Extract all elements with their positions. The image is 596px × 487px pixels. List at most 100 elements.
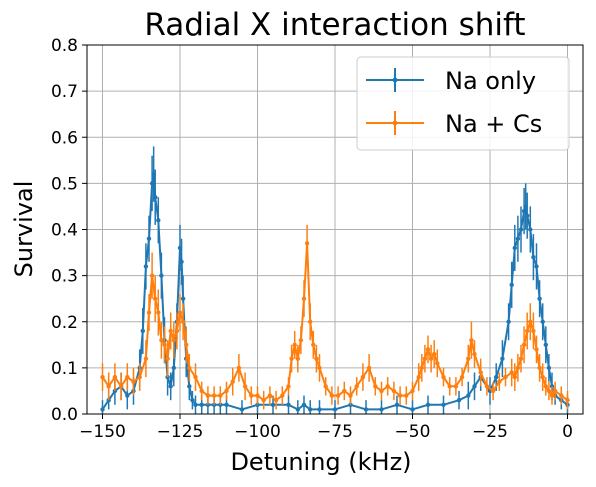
series-1-point-41 <box>298 338 304 343</box>
series-1-point-57 <box>379 388 384 394</box>
series-1-point-79 <box>490 388 496 394</box>
series-1-point-23 <box>199 388 204 394</box>
series-0-point-35 <box>286 402 291 407</box>
series-0-point-45 <box>410 407 415 412</box>
x-tick-label-2: −100 <box>234 422 281 442</box>
series-1-point-42 <box>301 296 307 301</box>
series-layer <box>100 146 570 414</box>
series-1-point-46 <box>314 356 319 361</box>
series-1-point-11 <box>156 310 161 315</box>
series-1-point-39 <box>292 342 297 348</box>
series-1-point-86 <box>521 342 527 348</box>
series-0-point-57 <box>512 245 517 251</box>
series-1-point-35 <box>273 397 279 403</box>
series-1-point-48 <box>323 384 328 389</box>
series-0-point-27 <box>199 402 204 407</box>
y-axis-label: Survival <box>10 181 38 278</box>
legend-marker-na-only <box>392 77 398 83</box>
series-0-point-60 <box>521 208 527 214</box>
series-1-point-93 <box>543 384 548 389</box>
series-1-point-59 <box>391 388 397 394</box>
series-0-point-26 <box>193 402 198 407</box>
series-1-point-82 <box>509 370 514 375</box>
series-0-point-10 <box>149 181 155 186</box>
series-1-point-44 <box>308 319 313 324</box>
x-tick-label-3: −75 <box>317 422 353 442</box>
series-1-point-74 <box>466 356 471 361</box>
series-1-point-52 <box>348 393 353 398</box>
series-1-point-30 <box>242 384 248 389</box>
series-1-point-56 <box>373 384 378 389</box>
series-0-point-12 <box>153 195 158 200</box>
x-tick-label-4: −50 <box>395 422 431 442</box>
series-0-point-46 <box>425 402 431 407</box>
series-0-point-0 <box>100 407 105 412</box>
series-1-point-21 <box>187 365 192 371</box>
y-tick-label-3: 0.3 <box>51 267 78 287</box>
series-1-point-94 <box>546 388 552 394</box>
series-1-point-3 <box>118 384 124 389</box>
series-0-point-39 <box>317 407 322 412</box>
series-1-point-85 <box>518 356 524 361</box>
series-0-point-34 <box>270 402 276 407</box>
series-1-point-24 <box>205 393 211 398</box>
series-1-point-9 <box>149 273 155 278</box>
series-1-point-26 <box>218 393 223 398</box>
series-1-point-37 <box>286 384 291 389</box>
series-1-point-18 <box>177 310 183 315</box>
series-1-point-5 <box>131 379 136 384</box>
series-1-point-32 <box>255 393 260 398</box>
series-1-point-70 <box>441 374 446 380</box>
series-0-point-50 <box>472 384 477 389</box>
tick-layer: −150 −125 −100 −75 −50 −25 0 0.0 0.1 0.2 0.3 0.4 0.5… <box>51 36 573 442</box>
y-tick-label-4: 0.4 <box>51 221 78 241</box>
series-1-point-49 <box>329 393 335 398</box>
series-0-point-43 <box>379 407 384 412</box>
series-1-point-40 <box>295 356 300 361</box>
series-1-point-27 <box>224 388 229 394</box>
series-1-point-67 <box>428 356 434 361</box>
series-1 <box>100 224 570 410</box>
series-0-point-31 <box>224 402 229 407</box>
series-0-point-32 <box>239 407 245 412</box>
series-1-point-20 <box>184 342 189 348</box>
series-1-point-78 <box>484 384 490 389</box>
series-0-point-69 <box>546 365 552 371</box>
series-1-point-95 <box>549 393 555 398</box>
legend-marker-na-cs <box>392 120 398 126</box>
series-1-point-13 <box>162 342 167 348</box>
series-1-point-16 <box>171 338 176 343</box>
series-1-point-98 <box>565 397 570 403</box>
legend-label-na-only: Na only <box>445 67 536 95</box>
series-0-point-59 <box>518 227 524 232</box>
series-1-point-65 <box>422 356 428 361</box>
y-tick-label-7: 0.7 <box>51 82 78 102</box>
series-0-point-18 <box>171 365 176 371</box>
series-1-point-54 <box>360 374 366 380</box>
series-1-point-7 <box>143 356 149 361</box>
series-1-point-17 <box>174 328 180 334</box>
series-0-point-22 <box>180 296 186 301</box>
series-1-point-29 <box>236 365 242 371</box>
series-0-point-4 <box>125 393 130 398</box>
series-1-point-76 <box>472 351 477 357</box>
series-0-point-55 <box>506 319 511 324</box>
series-0-point-58 <box>515 236 521 241</box>
series-0-point-64 <box>531 254 536 260</box>
series-1-point-8 <box>146 310 152 315</box>
series-1-point-53 <box>354 384 359 389</box>
series-0-point-47 <box>441 402 446 407</box>
series-0-point-17 <box>168 384 173 389</box>
series-1-point-69 <box>435 361 440 366</box>
series-1-point-14 <box>165 356 170 361</box>
series-1-point-2 <box>112 374 118 380</box>
series-1-point-92 <box>540 374 545 380</box>
series-0-point-56 <box>509 282 514 288</box>
series-0-point-54 <box>500 356 505 361</box>
series-1-point-71 <box>447 384 452 389</box>
series-1-point-1 <box>106 384 111 389</box>
series-1-point-38 <box>289 356 294 361</box>
series-0-point-8 <box>143 264 149 269</box>
series-1-point-64 <box>419 365 424 371</box>
